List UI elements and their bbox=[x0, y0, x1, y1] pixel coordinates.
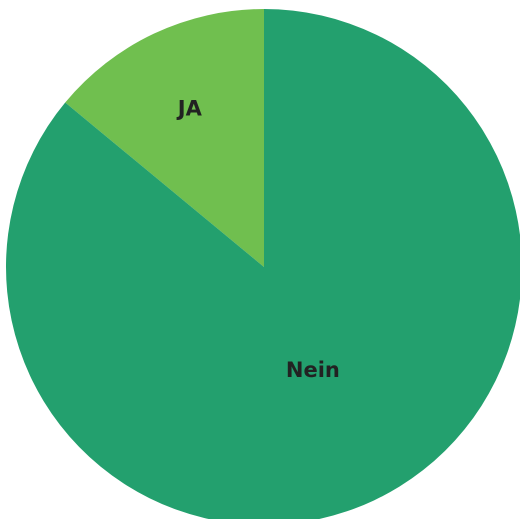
pie-slice bbox=[65, 9, 264, 267]
slice-label: JA bbox=[176, 96, 203, 120]
pie-slice bbox=[6, 9, 520, 519]
slice-label: Nein bbox=[286, 358, 340, 382]
